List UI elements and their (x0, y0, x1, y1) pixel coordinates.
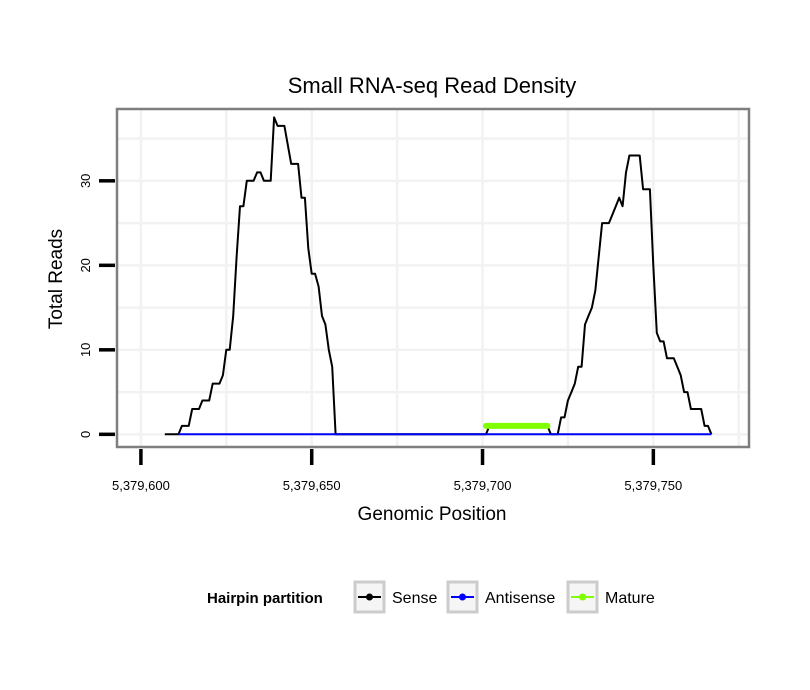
y-tick-label: 20 (78, 258, 93, 272)
legend: Hairpin partition Sense Antisense Mature (207, 580, 655, 614)
legend-key-point (579, 593, 586, 601)
x-axis-label: Genomic Position (358, 504, 507, 525)
legend-label-sense: Sense (392, 590, 437, 607)
y-tick-label: 30 (78, 174, 93, 188)
x-tick-label: 5,379,750 (624, 478, 682, 493)
x-axis: 5,379,600 5,379,650 5,379,700 5,379,750 (112, 449, 682, 493)
chart-title: Small RNA-seq Read Density (288, 73, 577, 98)
series-layer (164, 116, 713, 436)
legend-title: Hairpin partition (207, 590, 323, 607)
x-tick-label: 5,379,700 (454, 478, 512, 493)
legend-key-point (459, 593, 466, 601)
y-tick-label: 0 (78, 431, 93, 438)
y-tick-label: 10 (78, 343, 93, 357)
legend-label-mature: Mature (605, 590, 655, 607)
y-axis: 0 10 20 30 (78, 174, 115, 438)
x-tick-label: 5,379,600 (112, 478, 170, 493)
y-axis-label: Total Reads (46, 229, 67, 329)
legend-label-antisense: Antisense (485, 590, 555, 607)
legend-key-point (366, 593, 373, 601)
x-tick-label: 5,379,650 (283, 478, 341, 493)
plot-border (115, 107, 751, 449)
plot-area (117, 109, 749, 447)
